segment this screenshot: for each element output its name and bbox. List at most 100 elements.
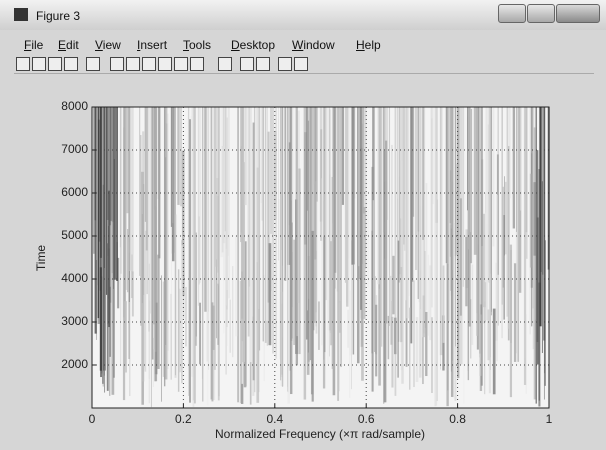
spectrogram-streak (124, 301, 127, 372)
spectrogram-streak (297, 107, 298, 336)
spectrogram-streak (132, 107, 133, 274)
spectrogram-streak (524, 107, 526, 358)
y-tick-label: 2000 (61, 357, 88, 371)
matlab-figure-window: Figure 3 FileEditViewInsertToolsDesktopW… (0, 0, 606, 450)
spectrogram-streak (315, 181, 317, 326)
spectrogram-streak (345, 107, 346, 283)
spectrogram-streak (404, 107, 406, 300)
spectrogram-streak (228, 107, 229, 256)
spectrogram-streak (151, 107, 152, 407)
spectrogram-streak (400, 107, 402, 267)
x-tick-label: 1 (546, 412, 553, 426)
spectrogram-streak (175, 214, 177, 377)
spectrogram-streak (107, 243, 109, 391)
x-tick-label: 0 (89, 412, 96, 426)
spectrogram-streak (245, 107, 247, 205)
spectrogram-streak (140, 135, 142, 326)
spectrogram-streak (157, 255, 159, 369)
spectrogram-streak (509, 107, 511, 198)
spectrogram-streak (127, 229, 128, 292)
spectrogram-streak (506, 107, 508, 317)
spectrogram-streak (410, 107, 412, 343)
spectrogram-streak (253, 123, 255, 381)
spectrogram-streak (235, 237, 238, 337)
spectrogram-streak (375, 305, 377, 377)
y-axis-label: Time (34, 245, 48, 272)
spectrogram-streak (114, 107, 117, 280)
y-tick-label: 5000 (61, 228, 88, 242)
spectrogram-streak (457, 164, 460, 255)
spectrogram-streak (476, 107, 477, 313)
spectrogram-streak (526, 314, 527, 393)
spectrogram-streak (210, 107, 211, 341)
spectrogram-streak (479, 107, 481, 354)
spectrogram-streak (493, 309, 496, 395)
spectrogram-streak (458, 303, 459, 372)
spectrogram-streak (468, 107, 469, 237)
spectrogram-streak (171, 107, 172, 227)
x-tick-label: 0.6 (358, 412, 375, 426)
spectrogram-streak (440, 107, 441, 369)
spectrogram-streak (465, 237, 467, 306)
spectrogram-streak (505, 182, 507, 254)
spectrogram-streak (434, 107, 436, 406)
spectrogram-streak (470, 107, 471, 232)
spectrogram-streak (206, 107, 208, 361)
spectrogram-streak (287, 265, 290, 404)
spectrogram-streak (426, 183, 428, 310)
spectrogram-streak (353, 107, 355, 264)
spectrogram-streak (161, 275, 162, 401)
spectrogram-streak (452, 107, 453, 270)
spectrogram-streak (436, 107, 437, 405)
spectrogram-streak (520, 107, 521, 211)
spectrogram-streak (492, 108, 494, 247)
spectrogram-streak (165, 107, 168, 379)
spectrogram-streak (337, 107, 339, 401)
spectrogram-streak (104, 268, 105, 393)
spectrogram-streak (148, 107, 149, 332)
spectrogram-streak (517, 107, 519, 362)
spectrogram-streak (423, 295, 425, 337)
spectrogram-streak (257, 108, 258, 262)
spectrogram-streak (250, 107, 252, 362)
chart: Normalized Frequency (×π rad/sample) Tim… (0, 0, 606, 450)
spectrogram-streak (488, 124, 489, 281)
y-tick-label: 3000 (61, 314, 88, 328)
spectrogram-streak (510, 245, 512, 398)
spectrogram-streak (329, 107, 330, 356)
spectrogram-streak (312, 107, 315, 231)
spectrogram-streak (417, 107, 419, 232)
spectrogram-streak (530, 174, 532, 268)
spectrogram-streak (263, 107, 264, 341)
spectrogram-streak (357, 281, 358, 324)
spectrogram-streak (485, 302, 486, 395)
spectrogram-streak (347, 310, 349, 348)
spectrogram-streak (409, 308, 410, 390)
spectrogram-streak (102, 107, 104, 384)
spectrogram-streak (446, 107, 447, 263)
spectrogram-streak (240, 281, 241, 403)
spectrogram-streak (342, 107, 344, 205)
spectrogram-streak (245, 241, 247, 386)
spectrogram-streak (323, 107, 325, 237)
spectrogram-streak (381, 107, 383, 347)
spectrogram-streak (455, 223, 457, 401)
spectrogram-streak (389, 107, 390, 326)
spectrogram-streak (425, 312, 427, 376)
spectrogram-streak (349, 107, 350, 398)
spectrogram-streak (502, 107, 503, 305)
spectrogram-streak (449, 107, 450, 322)
spectrogram-streak (392, 256, 394, 315)
spectrogram-streak (129, 107, 131, 271)
spectrogram-streak (261, 107, 263, 203)
spectrogram-streak (139, 107, 140, 276)
spectrogram-streak (406, 107, 408, 318)
spectrogram-streak (489, 107, 490, 283)
spectrogram-streak (355, 107, 356, 279)
y-tick-label: 6000 (61, 185, 88, 199)
spectrogram-streak (513, 107, 515, 228)
spectrogram-streak (496, 195, 498, 362)
spectrogram-streak (503, 215, 504, 320)
x-tick-label: 0.2 (175, 412, 192, 426)
spectrogram-streak (117, 258, 119, 308)
